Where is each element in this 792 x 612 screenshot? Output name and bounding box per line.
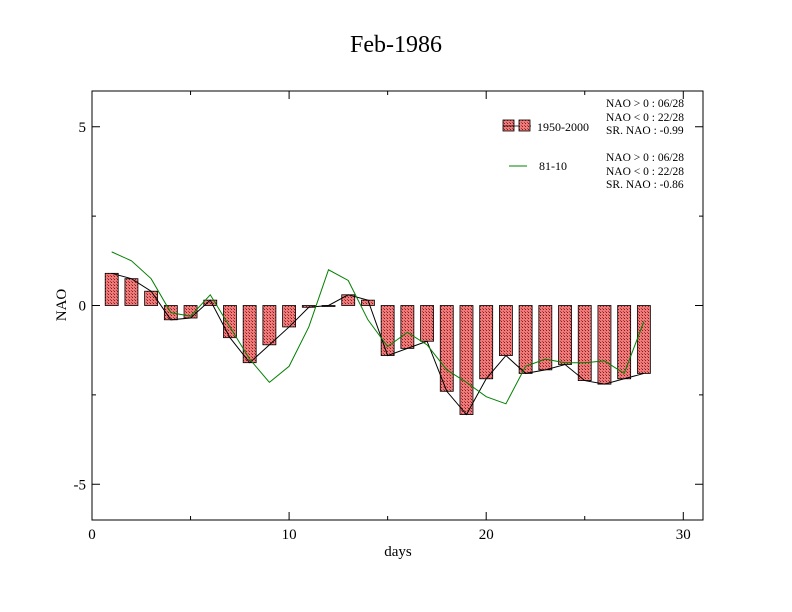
- x-tick-label-20: 20: [479, 527, 494, 543]
- y-axis-label: NAO: [54, 289, 70, 322]
- bar-day-22: [518, 305, 533, 374]
- line-series: [111, 251, 645, 416]
- bar-series: [104, 272, 651, 415]
- bar-day-26: [597, 305, 612, 385]
- y-tick-label-0: 0: [79, 299, 87, 315]
- chart-title: Feb-1986: [350, 32, 442, 58]
- bar-day-1: [104, 272, 119, 306]
- bar-series-line: [111, 272, 645, 416]
- bar-day-25: [577, 305, 592, 381]
- axis-ticks: [91, 91, 703, 520]
- bar-day-8: [242, 305, 257, 364]
- bar-day-24: [558, 305, 572, 365]
- bar-day-10: [282, 305, 296, 328]
- y-tick-label-5: 5: [79, 120, 87, 136]
- y-tick-label--5: -5: [74, 477, 87, 493]
- bar-day-28: [636, 305, 651, 374]
- legend-stat-neg: NAO < 0 : 22/28: [606, 165, 685, 178]
- bar-day-7: [223, 305, 237, 339]
- tick-labels: 0 10 20 30 5 0 -5: [74, 120, 691, 543]
- legend-stats-2: NAO > 0 : 06/28 NAO < 0 : 22/28 SR. NAO …: [606, 152, 684, 193]
- legend-stat-pos: NAO > 0 : 06/28: [606, 152, 685, 164]
- bar-day-9: [262, 305, 277, 346]
- legend-stat-neg: NAO < 0 : 22/28: [606, 111, 685, 124]
- x-tick-label-0: 0: [88, 527, 96, 543]
- legend-stat-sr: SR. NAO : -0.99: [606, 125, 684, 137]
- bar-day-19: [459, 305, 474, 415]
- x-axis-label: days: [384, 544, 412, 560]
- x-tick-label-10: 10: [282, 527, 297, 543]
- line-series-81-10: [111, 251, 645, 405]
- x-tick-label-30: 30: [676, 527, 691, 543]
- bar-day-27: [617, 305, 632, 380]
- bar-day-20: [479, 305, 494, 380]
- legend-stats-1: NAO > 0 : 06/28 NAO < 0 : 22/28 SR. NAO …: [606, 98, 684, 139]
- bar-day-21: [499, 305, 513, 356]
- legend-label-81-10: 81-10: [539, 159, 567, 173]
- bar-day-17: [420, 305, 434, 342]
- legend-bar-swatch: [502, 119, 515, 132]
- legend-bar-swatch-2: [518, 119, 531, 132]
- legend-stat-pos: NAO > 0 : 06/28: [606, 98, 685, 110]
- legend-label-1950-2000: 1950-2000: [537, 120, 589, 134]
- bar-day-16: [400, 305, 415, 349]
- bar-day-2: [124, 278, 139, 306]
- legend-stat-sr: SR. NAO : -0.86: [606, 179, 684, 191]
- bar-day-15: [380, 305, 395, 356]
